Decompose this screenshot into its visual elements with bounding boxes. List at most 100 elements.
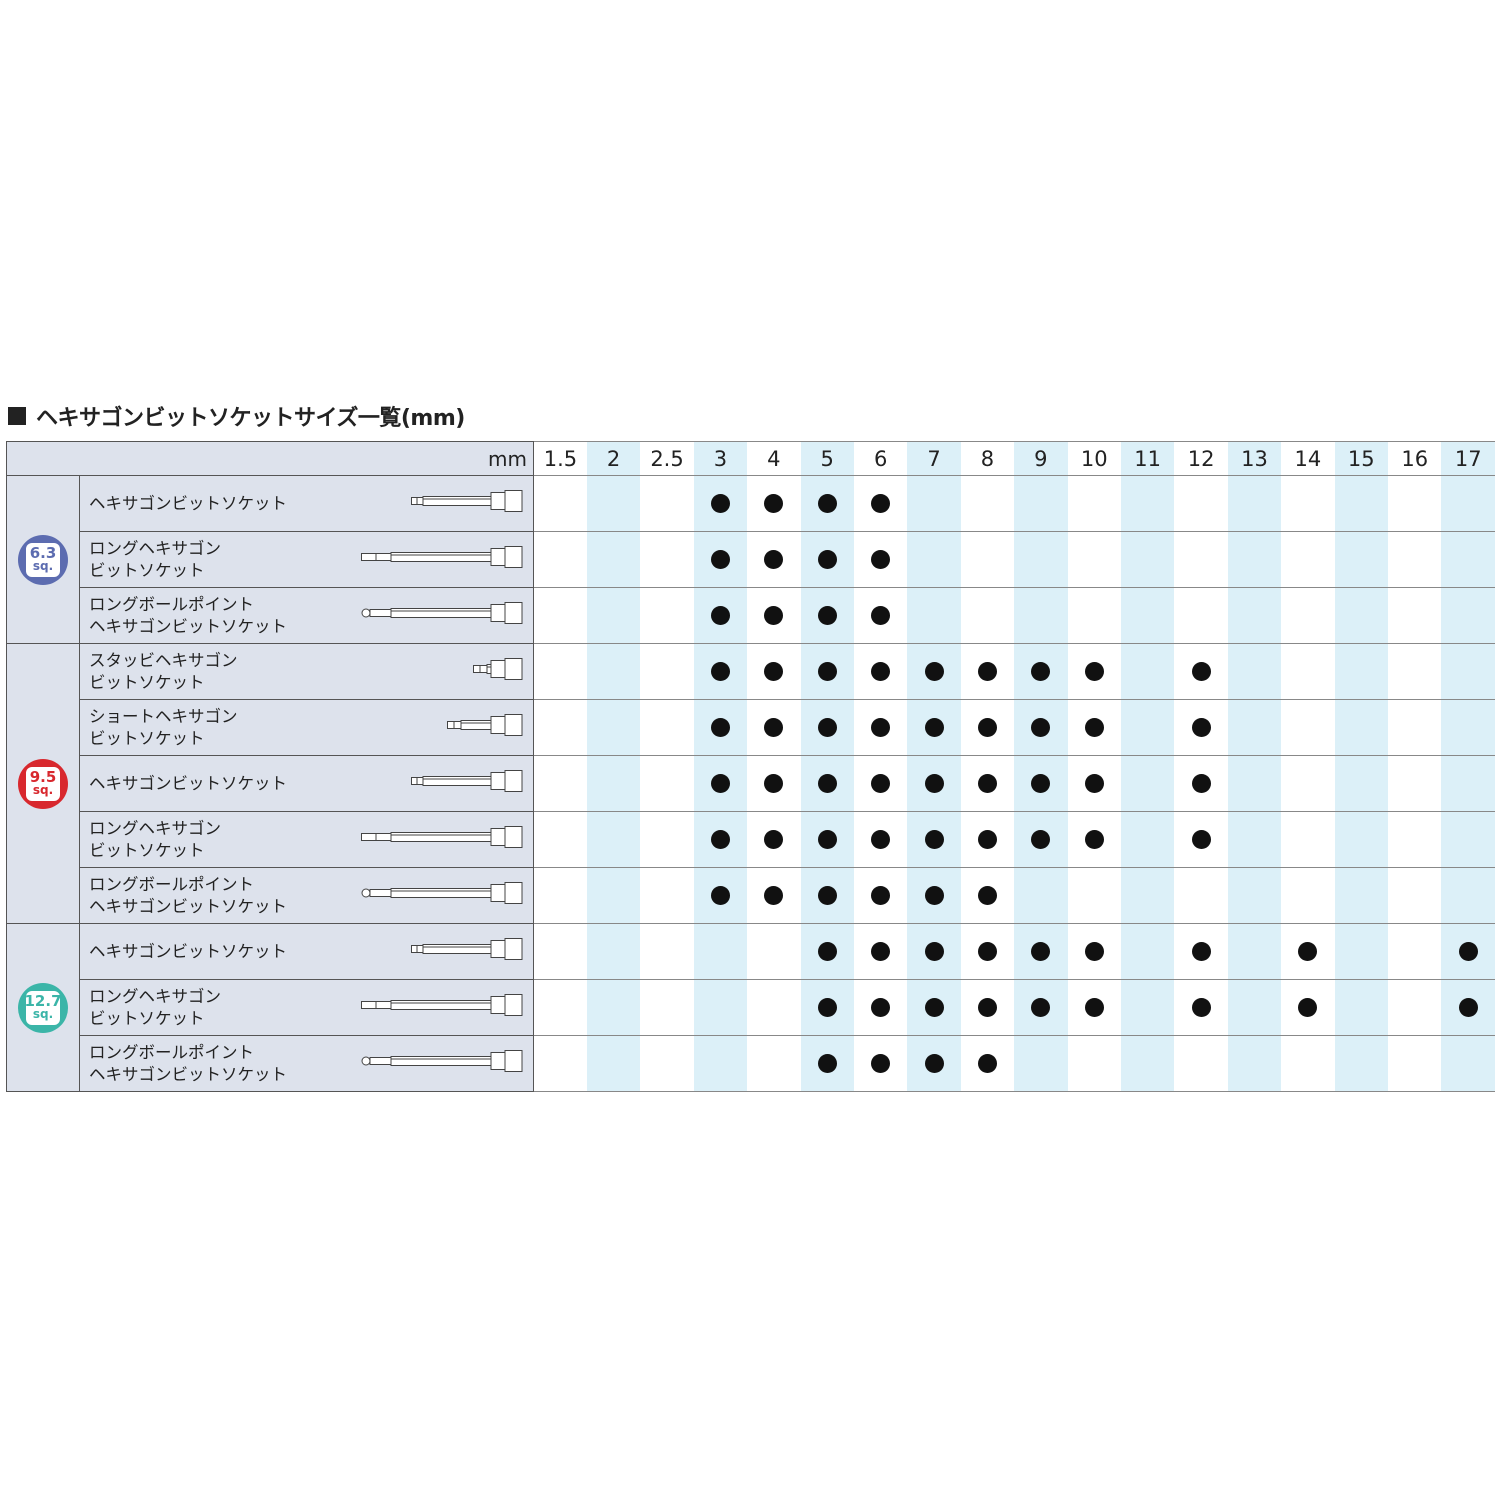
size-cell-13 bbox=[1227, 475, 1282, 532]
size-cell-11 bbox=[1120, 979, 1175, 1036]
size-cell-10 bbox=[1067, 979, 1121, 1036]
available-dot-icon bbox=[710, 494, 730, 513]
size-cell-8 bbox=[960, 811, 1015, 868]
available-dot-icon bbox=[1084, 830, 1104, 849]
size-header: 4 bbox=[747, 441, 801, 476]
size-cell-12 bbox=[1174, 923, 1228, 980]
available-dot-icon bbox=[1298, 998, 1318, 1017]
size-cell-8 bbox=[960, 923, 1015, 980]
available-dot-icon bbox=[1031, 718, 1051, 737]
size-cell-12 bbox=[1174, 979, 1228, 1036]
available-dot-icon bbox=[764, 886, 784, 905]
drive-size-cell: 6.3 sq. bbox=[6, 475, 80, 644]
size-cell-6 bbox=[853, 1035, 908, 1092]
table-row: ロングボールポイント ヘキサゴンビットソケット bbox=[7, 867, 1495, 924]
table-row: ロングヘキサゴン ビットソケット bbox=[7, 531, 1495, 588]
available-dot-icon bbox=[977, 662, 997, 681]
size-cell-4 bbox=[747, 867, 801, 924]
size-header: 8 bbox=[960, 441, 1015, 476]
size-cell-3 bbox=[693, 475, 748, 532]
size-cell-6 bbox=[853, 923, 908, 980]
available-dot-icon bbox=[1298, 942, 1318, 961]
size-cell-11 bbox=[1120, 699, 1175, 756]
product-name-line: ビットソケット bbox=[89, 1008, 205, 1028]
size-cell-7 bbox=[907, 867, 961, 924]
square-bullet-icon bbox=[8, 407, 26, 425]
available-dot-icon bbox=[764, 718, 784, 737]
size-cell-4 bbox=[747, 923, 801, 980]
size-header: 12 bbox=[1174, 441, 1228, 476]
size-cell-2 bbox=[586, 531, 641, 588]
available-dot-icon bbox=[1084, 718, 1104, 737]
product-name-line: ビットソケット bbox=[89, 560, 205, 580]
available-dot-icon bbox=[817, 718, 837, 737]
size-cell-16 bbox=[1388, 867, 1442, 924]
size-cell-13 bbox=[1227, 699, 1282, 756]
size-cell-6 bbox=[853, 979, 908, 1036]
size-cell-14 bbox=[1281, 531, 1335, 588]
size-cell-7 bbox=[907, 755, 961, 812]
size-cell-8 bbox=[960, 699, 1015, 756]
size-cell-15 bbox=[1334, 699, 1388, 756]
size-cell-11 bbox=[1120, 643, 1175, 700]
available-dot-icon bbox=[710, 550, 730, 569]
product-name-line: ロングボールポイント bbox=[89, 874, 254, 894]
size-cell-13 bbox=[1227, 643, 1282, 700]
product-name-cell: ロングボールポイント ヘキサゴンビットソケット bbox=[79, 867, 534, 924]
size-cell-8 bbox=[960, 531, 1015, 588]
size-cell-12 bbox=[1174, 475, 1228, 532]
size-cell-5 bbox=[800, 587, 854, 644]
size-header: 16 bbox=[1388, 441, 1442, 476]
table-row: ショートヘキサゴン ビットソケット bbox=[7, 699, 1495, 756]
available-dot-icon bbox=[977, 942, 997, 961]
product-name-line: ビットソケット bbox=[89, 840, 205, 860]
size-cell-6 bbox=[853, 531, 908, 588]
size-cell-1.5 bbox=[533, 587, 587, 644]
short-socket-icon bbox=[447, 713, 523, 743]
size-cell-2.5 bbox=[640, 811, 694, 868]
size-cell-10 bbox=[1067, 867, 1121, 924]
size-cell-11 bbox=[1120, 475, 1175, 532]
available-dot-icon bbox=[764, 774, 784, 793]
size-cell-14 bbox=[1281, 1035, 1335, 1092]
product-name-line: ヘキサゴンビットソケット bbox=[89, 493, 287, 513]
available-dot-icon bbox=[1031, 830, 1051, 849]
size-cell-13 bbox=[1227, 1035, 1282, 1092]
size-cell-2.5 bbox=[640, 923, 694, 980]
size-cell-17 bbox=[1441, 531, 1495, 588]
available-dot-icon bbox=[924, 830, 944, 849]
available-dot-icon bbox=[710, 662, 730, 681]
size-cell-17 bbox=[1441, 1035, 1495, 1092]
size-cell-11 bbox=[1120, 923, 1175, 980]
size-cell-3 bbox=[693, 643, 748, 700]
long-socket-icon bbox=[361, 993, 523, 1023]
size-header: 2.5 bbox=[640, 441, 694, 476]
available-dot-icon bbox=[817, 494, 837, 513]
available-dot-icon bbox=[871, 1054, 891, 1073]
size-cell-14 bbox=[1281, 755, 1335, 812]
available-dot-icon bbox=[764, 830, 784, 849]
size-cell-6 bbox=[853, 699, 908, 756]
product-name-cell: ショートヘキサゴン ビットソケット bbox=[79, 699, 534, 756]
size-cell-7 bbox=[907, 811, 961, 868]
long-socket-icon bbox=[361, 545, 523, 575]
table-row: 6.3 sq. ヘキサゴンビットソケット bbox=[6, 475, 1495, 644]
size-cell-13 bbox=[1227, 867, 1282, 924]
size-cell-5 bbox=[800, 531, 854, 588]
size-cell-7 bbox=[907, 531, 961, 588]
size-header: 9 bbox=[1014, 441, 1068, 476]
size-cell-17 bbox=[1441, 923, 1495, 980]
size-cell-17 bbox=[1441, 755, 1495, 812]
available-dot-icon bbox=[817, 942, 837, 961]
size-cell-9 bbox=[1014, 643, 1068, 700]
size-cell-1.5 bbox=[533, 643, 587, 700]
size-cell-14 bbox=[1281, 867, 1335, 924]
size-cell-15 bbox=[1334, 1035, 1388, 1092]
product-name-line: ショートヘキサゴン bbox=[89, 706, 238, 726]
drive-size-unit: sq. bbox=[32, 782, 54, 797]
size-cell-7 bbox=[907, 979, 961, 1036]
size-cell-3 bbox=[693, 923, 748, 980]
available-dot-icon bbox=[1084, 998, 1104, 1017]
unit-label: mm bbox=[6, 441, 534, 476]
size-cell-4 bbox=[747, 1035, 801, 1092]
